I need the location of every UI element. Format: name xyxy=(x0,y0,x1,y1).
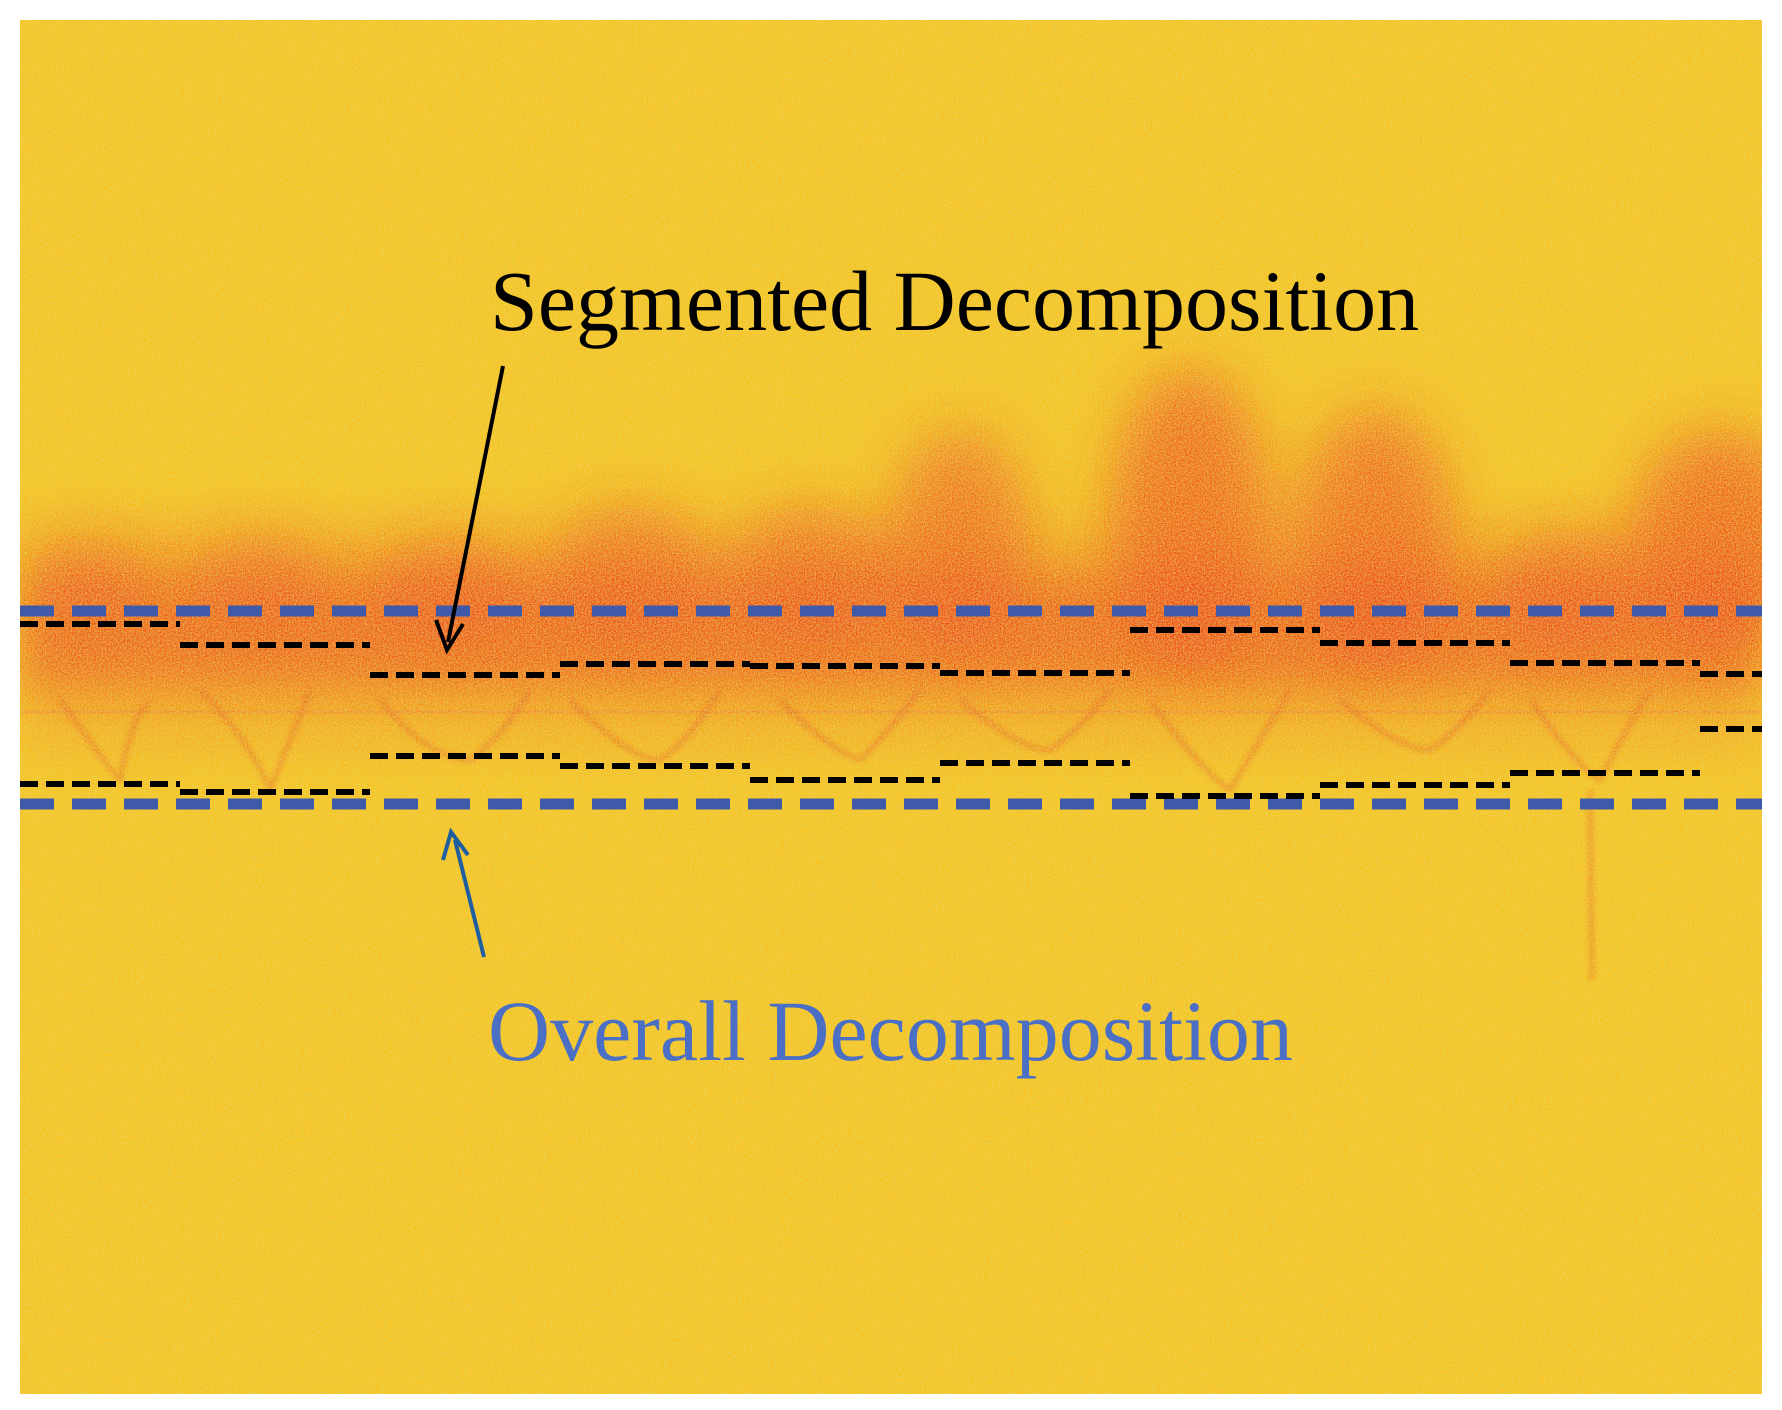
speckle-green xyxy=(20,20,1762,1394)
segmented-decomposition-label: Segmented Decomposition xyxy=(490,253,1419,349)
overall-decomposition-label: Overall Decomposition xyxy=(488,983,1293,1079)
overall-arrow xyxy=(441,827,486,958)
overall-decomposition-lines xyxy=(20,605,1762,810)
segmented-decomposition-lines xyxy=(20,621,1762,799)
segmented-arrow xyxy=(434,365,505,655)
spectrogram-image xyxy=(20,20,1762,1394)
